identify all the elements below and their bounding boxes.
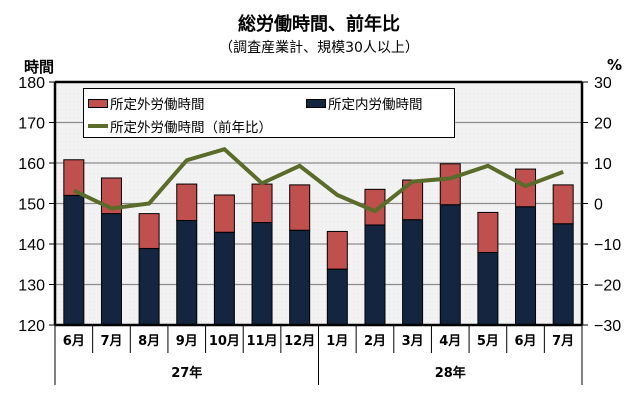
- legend: 所定外労働時間 所定内労働時間 所定外労働時間（前年比）: [83, 88, 455, 138]
- legend-swatch-overtime: [88, 98, 108, 108]
- bar-overtime-hours: [477, 211, 499, 254]
- legend-label-yoy: 所定外労働時間（前年比）: [110, 120, 272, 136]
- group-label: 28年: [435, 365, 466, 381]
- bar-scheduled-hours: [213, 231, 235, 326]
- category-label: 5月: [477, 334, 499, 349]
- category-label: 6月: [63, 334, 85, 349]
- bar-scheduled-hours: [439, 204, 461, 326]
- chart-title: 総労働時間、前年比: [238, 14, 400, 35]
- category-label: 1月: [326, 334, 348, 349]
- right-tick-label: 0: [594, 197, 603, 214]
- line-overtime-yoy: [72, 146, 564, 214]
- right-tick-label: 20: [594, 116, 612, 133]
- right-tick-label: 10: [594, 156, 612, 173]
- left-tick-label: 170: [18, 116, 45, 133]
- legend-label-overtime: 所定外労働時間: [110, 97, 205, 113]
- bar-scheduled-hours: [138, 247, 160, 326]
- category-label: 10月: [209, 334, 240, 349]
- bar-overtime-hours: [439, 163, 461, 206]
- category-label: 9月: [176, 334, 198, 349]
- legend-swatch-yoy: [88, 124, 108, 128]
- legend-label-scheduled: 所定内労働時間: [328, 97, 423, 113]
- category-label: 11月: [246, 334, 277, 349]
- left-tick-label: 120: [18, 318, 45, 335]
- bar-overtime-hours: [326, 230, 348, 270]
- bar-overtime-hours: [552, 184, 574, 225]
- bar-scheduled-hours: [515, 206, 537, 326]
- bar-scheduled-hours: [63, 194, 85, 326]
- category-label: 12月: [284, 334, 315, 349]
- bar-scheduled-hours: [251, 222, 273, 326]
- chart-subtitle: （調査産業計、規模30人以上）: [219, 40, 419, 56]
- left-tick-label: 160: [18, 156, 45, 173]
- legend-item-yoy: 所定外労働時間（前年比）: [88, 116, 272, 136]
- category-label: 4月: [439, 334, 461, 349]
- bar-scheduled-hours: [552, 223, 574, 326]
- bar-scheduled-hours: [402, 219, 424, 326]
- bar-overtime-hours: [138, 213, 160, 249]
- category-label: 3月: [402, 334, 424, 349]
- left-tick-label: 130: [18, 278, 45, 295]
- bar-overtime-hours: [63, 159, 85, 196]
- bar-overtime-hours: [176, 183, 198, 222]
- right-tick-label: 30: [594, 75, 612, 92]
- bar-overtime-hours: [251, 183, 273, 224]
- group-label: 27年: [171, 365, 202, 381]
- right-axis-unit: %: [607, 56, 623, 74]
- bar-scheduled-hours: [100, 213, 122, 326]
- bar-scheduled-hours: [326, 268, 348, 326]
- left-tick-label: 150: [18, 197, 45, 214]
- bar-overtime-hours: [289, 184, 311, 231]
- legend-item-scheduled: 所定内労働時間: [306, 93, 423, 113]
- bar-scheduled-hours: [477, 252, 499, 326]
- left-tick-label: 180: [18, 75, 45, 92]
- bar-scheduled-hours: [289, 229, 311, 326]
- bar-scheduled-hours: [176, 220, 198, 326]
- legend-swatch-scheduled: [306, 98, 326, 108]
- category-label: 8月: [138, 334, 160, 349]
- category-label: 7月: [552, 334, 574, 349]
- legend-item-overtime: 所定外労働時間: [88, 93, 205, 113]
- right-tick-label: −10: [594, 237, 621, 254]
- category-label: 2月: [364, 334, 386, 349]
- bar-overtime-hours: [213, 194, 235, 233]
- category-label: 6月: [515, 334, 537, 349]
- right-tick-label: −30: [594, 318, 621, 335]
- left-tick-label: 140: [18, 237, 45, 254]
- category-label: 7月: [100, 334, 122, 349]
- bar-scheduled-hours: [364, 224, 386, 326]
- right-tick-label: −20: [594, 278, 621, 295]
- left-axis-unit: 時間: [24, 58, 55, 76]
